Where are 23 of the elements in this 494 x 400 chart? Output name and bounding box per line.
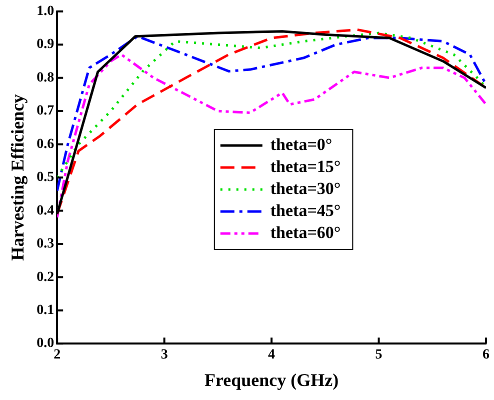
y-tick-label: 0.2 <box>36 270 54 285</box>
y-tick-label: 0.4 <box>36 203 54 218</box>
legend-label: theta=0° <box>270 134 332 154</box>
y-tick-label: 0.8 <box>36 70 54 86</box>
y-tick-label: 0.6 <box>36 136 54 152</box>
y-tick-label: 0.0 <box>36 336 54 352</box>
legend-label: theta=30° <box>270 178 341 198</box>
y-tick-label: 0.9 <box>36 37 54 52</box>
x-tick-label: 5 <box>375 348 382 363</box>
y-tick-label: 0.3 <box>36 236 54 252</box>
y-axis-title: Harvesting Efficiency <box>7 94 28 261</box>
legend-label: theta=45° <box>270 200 341 220</box>
x-tick-label: 6 <box>482 348 490 363</box>
x-tick-label: 2 <box>54 348 61 363</box>
y-tick-label: 0.5 <box>36 170 54 186</box>
legend-label: theta=15° <box>270 156 341 176</box>
y-tick-label: 0.1 <box>36 302 54 318</box>
y-tick-label: 1.0 <box>36 4 54 20</box>
x-axis-title: Frequency (GHz) <box>204 370 339 390</box>
y-tick-label: 0.7 <box>36 104 54 119</box>
legend-label: theta=60° <box>270 222 341 242</box>
x-tick-label: 3 <box>160 348 168 363</box>
x-tick-label: 4 <box>268 348 276 363</box>
